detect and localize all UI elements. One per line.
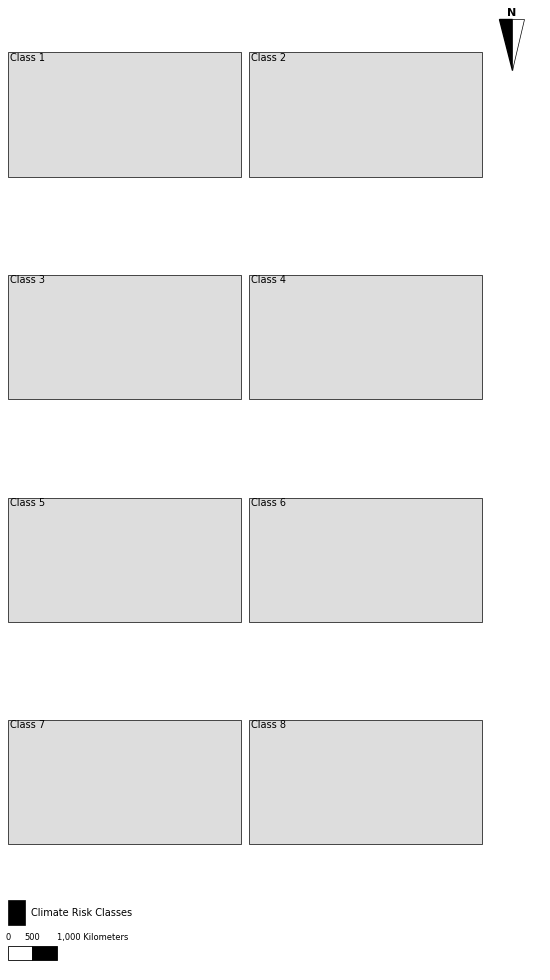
Text: Class 4: Class 4: [251, 275, 287, 285]
Bar: [8, 946, 32, 960]
FancyBboxPatch shape: [249, 53, 482, 176]
Text: Class 8: Class 8: [251, 720, 287, 730]
Text: Class 3: Class 3: [10, 275, 45, 285]
FancyBboxPatch shape: [8, 275, 240, 399]
FancyBboxPatch shape: [249, 275, 482, 399]
FancyBboxPatch shape: [8, 720, 240, 844]
Text: Class 5: Class 5: [10, 498, 45, 508]
Text: Class 1: Class 1: [10, 53, 45, 63]
Text: Class 2: Class 2: [251, 53, 287, 63]
Text: Climate Risk Classes: Climate Risk Classes: [31, 907, 132, 917]
Text: 500: 500: [25, 933, 40, 942]
Polygon shape: [512, 19, 524, 71]
FancyBboxPatch shape: [8, 53, 240, 176]
Bar: [8, 900, 25, 925]
Bar: [32, 946, 57, 960]
Text: N: N: [507, 8, 516, 19]
FancyBboxPatch shape: [249, 720, 482, 844]
FancyBboxPatch shape: [249, 498, 482, 621]
FancyBboxPatch shape: [8, 498, 240, 621]
Text: Class 7: Class 7: [10, 720, 45, 730]
Text: Class 6: Class 6: [251, 498, 287, 508]
Text: 1,000 Kilometers: 1,000 Kilometers: [57, 933, 128, 942]
Text: 0: 0: [6, 933, 11, 942]
Polygon shape: [499, 19, 512, 71]
